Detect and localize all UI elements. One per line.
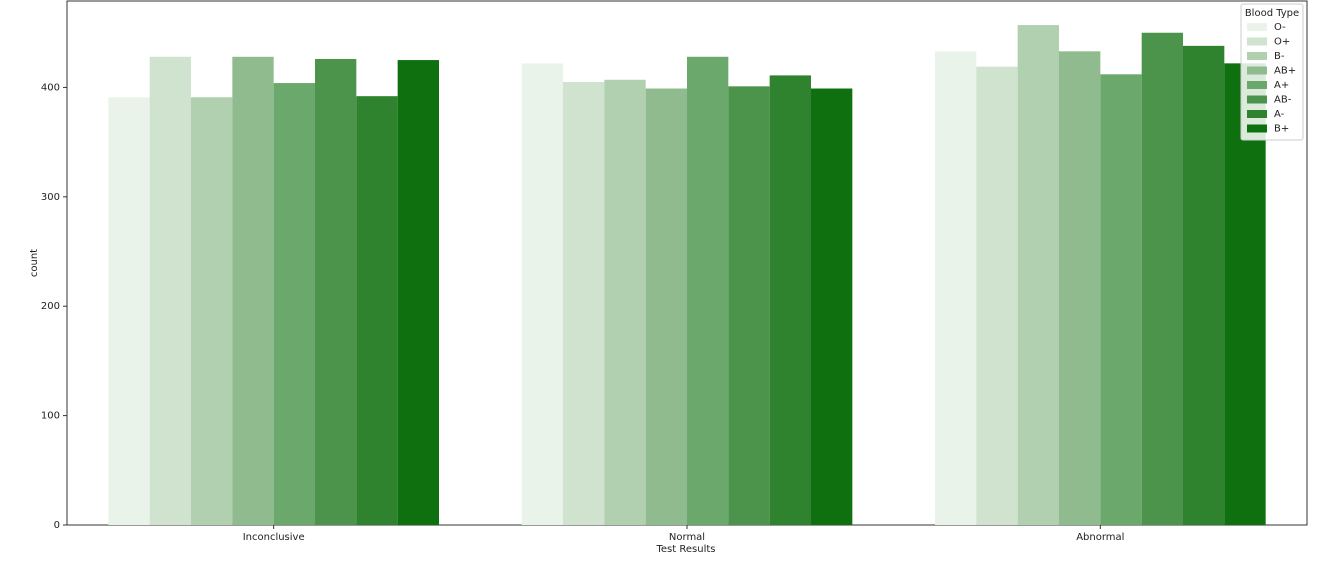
x-tick-label: Abnormal [1076,532,1124,543]
legend-label: B+ [1274,124,1289,135]
bar [315,58,357,525]
legend-swatch [1247,66,1267,75]
legend-label: A- [1274,109,1285,120]
bar [521,63,563,525]
y-tick-label: 200 [41,301,60,312]
bar [687,56,729,526]
bar [232,56,274,526]
bar [1059,51,1101,525]
bar [191,97,233,526]
legend-swatch [1247,81,1267,89]
bar [1017,25,1059,526]
bar [1183,45,1225,525]
bar [645,88,687,525]
bar [728,86,770,526]
bar [356,96,398,525]
bar [563,81,605,526]
bar [397,60,439,526]
bar [769,75,811,525]
legend-label: AB- [1274,95,1292,106]
legend-label: AB+ [1274,66,1296,77]
y-axis-label: count [29,249,40,277]
legend-label: O+ [1274,37,1290,48]
legend-label: A+ [1274,80,1289,91]
x-axis-label: Test Results [656,544,716,555]
legend-swatch [1247,37,1267,46]
legend-swatch [1247,23,1267,31]
y-tick-label: 300 [41,192,60,203]
legend-swatch [1247,52,1267,60]
x-tick-label: Inconclusive [243,532,305,543]
bar [1141,32,1183,525]
legend-swatch [1247,95,1267,104]
bar [149,56,191,526]
bar [935,51,977,525]
legend-swatch [1247,124,1267,133]
bar [604,79,646,525]
y-tick-label: 100 [41,411,60,422]
legend-title: Blood Type [1245,8,1299,19]
bar [1100,74,1142,525]
x-tick-label: Normal [669,532,705,543]
legend-swatch [1247,110,1267,118]
legend-label: B- [1274,51,1285,62]
bar [108,97,150,526]
bar [811,88,853,525]
legend-label: O- [1274,22,1286,33]
bar [273,83,315,525]
bar [976,66,1018,525]
y-tick-label: 400 [41,82,60,93]
y-tick-label: 0 [54,520,60,531]
